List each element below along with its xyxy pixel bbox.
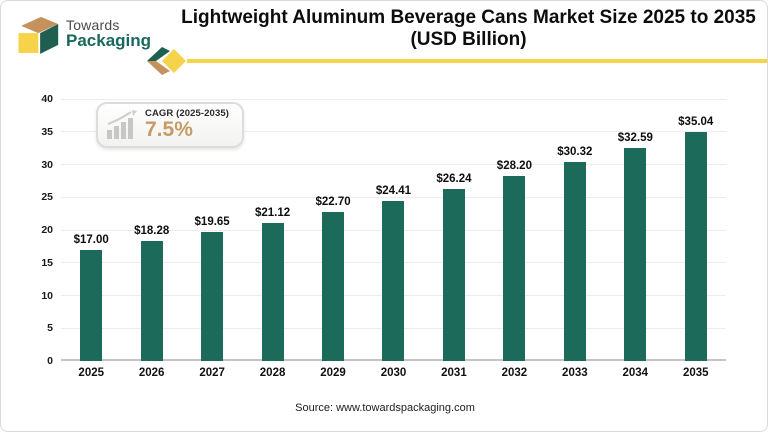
y-axis-tick: 40 <box>41 93 53 105</box>
page-title: Lightweight Aluminum Beverage Cans Marke… <box>176 7 761 52</box>
bar-slot: $26.24 <box>424 99 484 361</box>
y-axis-tick: 30 <box>41 158 53 171</box>
bar-value-label: $22.70 <box>315 196 351 209</box>
bars-container: $17.00 $18.28 $19.65 $21.12 $22.70 $24.41 $26.… <box>61 99 726 361</box>
bar <box>563 162 586 361</box>
growth-chart-icon <box>107 110 137 139</box>
bar-slot: $30.32 <box>545 99 605 361</box>
bar-value-label: $17.00 <box>73 233 109 246</box>
bar <box>261 222 284 361</box>
bar <box>382 201 405 361</box>
gridline <box>61 98 726 100</box>
bar <box>140 241 163 361</box>
cagr-badge: CAGR (2025-2035) 7.5% <box>96 102 244 148</box>
bar-slot: $24.41 <box>363 99 423 361</box>
bar <box>201 232 224 361</box>
bar-slot: $28.20 <box>484 99 544 361</box>
divider-line <box>187 59 767 63</box>
y-axis-tick: 15 <box>41 256 53 269</box>
x-axis-labels: 2025 2026 2027 2028 2029 2030 2031 2032 2033 2034… <box>61 367 726 379</box>
bar-value-label: $30.32 <box>557 146 593 159</box>
gridline <box>61 164 726 165</box>
source-text: Source: www.towardspackaging.com <box>295 402 475 414</box>
bar-slot: $18.28 <box>121 99 181 361</box>
bar-slot: $17.00 <box>61 99 121 361</box>
cagr-label: CAGR (2025-2035) <box>145 107 229 119</box>
x-axis-label: 2030 <box>380 367 407 379</box>
packaging-cube-icon <box>18 16 59 54</box>
x-axis-label: 2028 <box>259 367 286 379</box>
title-line-1: Lightweight Aluminum Beverage Cans Marke… <box>181 7 756 28</box>
x-axis-label: 2032 <box>501 367 528 379</box>
cagr-texts: CAGR (2025-2035) 7.5% <box>145 109 229 141</box>
title-line-2: (USD Billion) <box>410 29 527 51</box>
bar <box>322 212 345 361</box>
bar-value-label: $28.20 <box>496 160 532 173</box>
x-axis-label: 2029 <box>320 367 346 379</box>
diamond-arrow-icon <box>147 47 186 75</box>
bar-slot: $35.04 <box>666 99 726 361</box>
x-axis-label: 2034 <box>622 367 649 379</box>
x-axis-label: 2031 <box>441 367 467 379</box>
bar-value-label: $35.04 <box>678 115 714 128</box>
x-axis-label: 2033 <box>562 367 588 379</box>
x-axis-label: 2035 <box>682 367 709 379</box>
bar <box>684 131 707 361</box>
y-axis-tick: 35 <box>41 125 53 138</box>
bar <box>442 189 465 361</box>
y-axis-tick: 0 <box>47 355 53 367</box>
gridline <box>61 131 726 133</box>
bar <box>80 249 103 361</box>
y-axis-tick: 25 <box>41 191 53 204</box>
brand-name: Towards Packaging <box>66 18 151 51</box>
bar-slot: $22.70 <box>303 99 363 361</box>
bar <box>624 147 647 361</box>
cagr-value: 7.5% <box>145 117 193 141</box>
x-axis-label: 2025 <box>78 367 105 379</box>
brand-name-bottom: Packaging <box>66 31 152 51</box>
bar-slot: $21.12 <box>242 99 302 361</box>
y-axis-tick: 10 <box>41 289 53 302</box>
bar-value-label: $24.41 <box>375 185 412 198</box>
bar-value-label: $19.65 <box>194 216 230 229</box>
y-axis-tick: 5 <box>47 322 53 335</box>
bar-value-label: $18.28 <box>134 225 170 238</box>
x-axis-label: 2027 <box>199 367 225 379</box>
y-axis-tick: 20 <box>41 224 53 236</box>
bar-slot: $32.59 <box>605 99 665 361</box>
brand-logo: Towards Packaging <box>13 13 151 55</box>
brand-name-top: Towards <box>66 16 120 33</box>
bar-slot: $19.65 <box>182 99 242 361</box>
bar <box>503 176 526 361</box>
bar-value-label: $26.24 <box>436 173 472 186</box>
bar-value-label: $32.59 <box>617 131 653 144</box>
gridline <box>61 196 726 198</box>
bar-value-label: $21.12 <box>254 206 291 219</box>
plot-area: 0 5 10 15 20 25 30 35 40 $17.00 $18.28 $19.65 $21.12… <box>41 93 726 367</box>
x-axis-label: 2026 <box>138 367 165 379</box>
